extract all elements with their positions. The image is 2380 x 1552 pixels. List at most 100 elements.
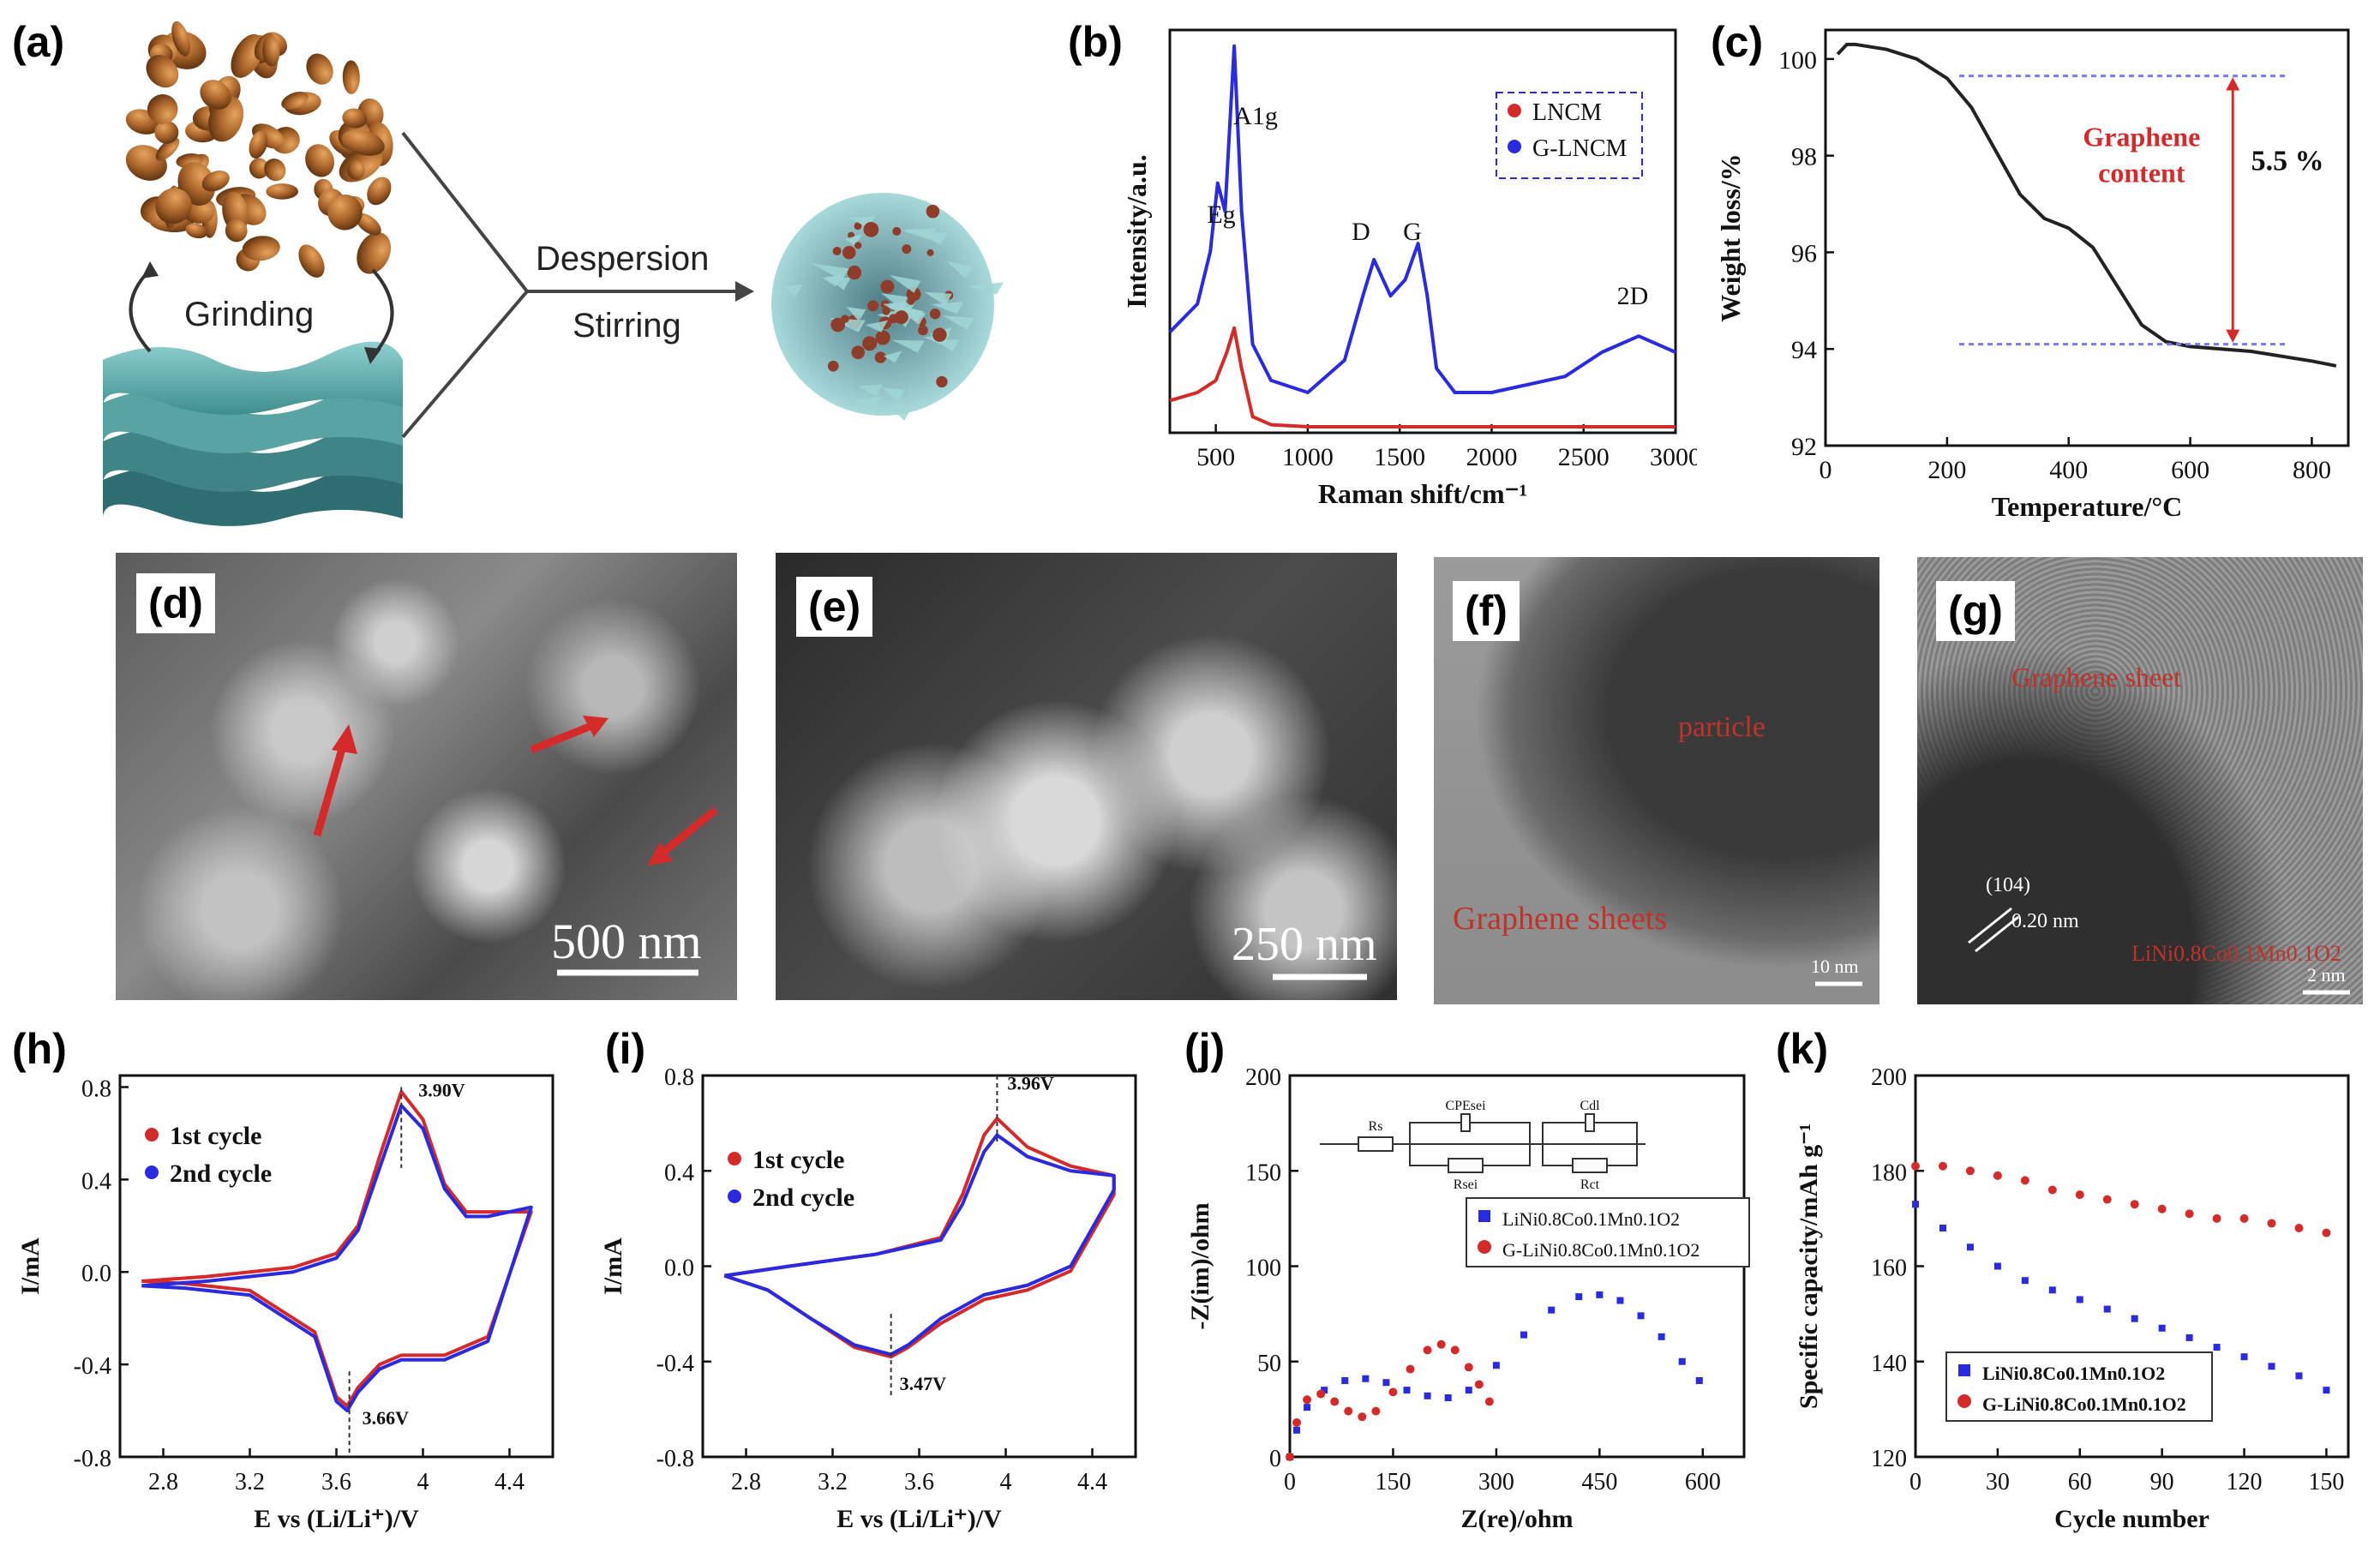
data-point: [1406, 1364, 1415, 1374]
x-tick-label: 1500: [1374, 443, 1425, 471]
eis-chart: 0 150 300 450 600 0 50 100 150 200 Z(re)/ohm -Z(im)…: [1186, 1064, 1750, 1533]
panel-label-i: (i): [605, 1025, 646, 1073]
y-tick-label: 0.8: [664, 1064, 694, 1091]
x-axis-label: Temperature/°C: [1992, 491, 2183, 522]
x-tick-label: 0: [1909, 1469, 1921, 1495]
data-point: [2323, 1387, 2330, 1394]
arrow-head-top: [2226, 77, 2240, 91]
x-axis-label: Raman shift/cm⁻¹: [1318, 478, 1527, 509]
ball-particle: [907, 297, 915, 305]
scale-bar-label-d: 500 nm: [551, 914, 702, 969]
label-dspacing-g: 0.20 nm: [2011, 910, 2079, 932]
legend-marker: [1478, 1240, 1491, 1254]
graphene-stack: [103, 341, 403, 526]
data-point: [1993, 1262, 2001, 1270]
ball-particle: [832, 246, 842, 255]
ball-particle: [918, 325, 928, 336]
ball-particle: [926, 249, 934, 256]
data-point: [1371, 1406, 1381, 1416]
x-tick-label: 120: [2227, 1469, 2263, 1495]
data-point: [2021, 1277, 2029, 1285]
panel-label-e: (e): [796, 577, 873, 637]
y-tick-label: 92: [1791, 433, 1817, 461]
y-tick-label: 150: [1245, 1160, 1281, 1186]
y-tick-label: -0.4: [74, 1353, 111, 1380]
grain-particle: [356, 213, 381, 236]
ball-particle: [830, 317, 846, 333]
y-axis-label: I/mA: [600, 1237, 627, 1295]
label-graphene-g: Graphene sheet: [2011, 662, 2182, 692]
ball-particle: [932, 327, 947, 342]
grain-particle: [305, 144, 335, 177]
grinding-label: Grinding: [184, 296, 315, 333]
ball-sheet: [892, 339, 925, 353]
panel-label-g: (g): [1936, 581, 2015, 641]
sem-image-e: (e) 250 nm: [776, 553, 1397, 1000]
panel-k: (k) 0 30 60 90 120 150 120 140 160 180 200 Cycle nu…: [1774, 1016, 2380, 1552]
legend-label: G-LiNi0.8Co0.1Mn0.1O2: [1982, 1393, 2186, 1415]
y-axis-label: Specific capacity/mAh g⁻¹: [1795, 1124, 1823, 1409]
composite-ball: [771, 193, 1004, 421]
grain-particle: [201, 170, 230, 192]
data-point: [2267, 1219, 2276, 1228]
data-point: [1938, 1161, 1947, 1171]
label-plane-g: (104): [1986, 874, 2030, 896]
grain-particle: [342, 108, 368, 129]
x-tick-label: 3.6: [321, 1469, 351, 1495]
data-point: [2102, 1195, 2112, 1204]
legend-box: [1496, 92, 1643, 179]
data-point: [1993, 1171, 2002, 1180]
data-point: [1388, 1387, 1398, 1397]
y-tick-label: 200: [1871, 1064, 1907, 1091]
x-tick-label: 2500: [1558, 443, 1610, 471]
ball-sheet: [882, 387, 905, 402]
y-tick-label: 0.4: [664, 1160, 694, 1186]
peak-label-red: 3.47V: [900, 1373, 947, 1394]
ball-particle: [863, 221, 879, 237]
y-tick-label: 100: [1245, 1255, 1281, 1282]
data-point: [1330, 1397, 1340, 1406]
y-axis-label: Intensity/a.u.: [1121, 154, 1152, 309]
legend-marker: [1958, 1364, 1970, 1376]
ball-sheet: [931, 302, 964, 315]
raman-chart: 500 1000 1500 2000 2500 3000 Raman shift/cm⁻¹ I…: [1121, 28, 1697, 509]
data-point: [2185, 1333, 2193, 1341]
legend-label: 2nd cycle: [170, 1160, 272, 1188]
data-point: [2131, 1315, 2138, 1322]
x-axis-label: E vs (Li/Li⁺)/V: [254, 1505, 419, 1533]
circuit-label-rct: Rct: [1580, 1177, 1600, 1192]
x-tick-label: 30: [1986, 1469, 2010, 1495]
peak-label-a1g: A1g: [1233, 102, 1278, 130]
panel-a: (a): [0, 0, 1011, 540]
legend-box: [1466, 1197, 1750, 1267]
red-arrows: [313, 716, 718, 976]
data-point: [1344, 1406, 1353, 1416]
x-tick-label: 400: [2049, 456, 2088, 484]
sem-image-d: (d) 500 nm: [116, 553, 737, 1000]
grain-particle: [298, 244, 325, 278]
data-point: [2212, 1213, 2221, 1223]
x-tick-label: 500: [1196, 443, 1235, 471]
legend-marker: [1957, 1394, 1971, 1408]
data-point: [1695, 1377, 1703, 1384]
series-line-0: [1836, 42, 2337, 368]
peak-label-ox: 3.90V: [418, 1079, 465, 1100]
tem-image-f: (f) particle Graphene sheets 10 nm: [1434, 557, 1879, 1004]
ball-particle: [854, 222, 862, 231]
grain-particle: [200, 80, 231, 110]
y-axis-label: I/mA: [16, 1237, 45, 1295]
scale-bar-f: [1815, 981, 1862, 986]
data-point: [1293, 1426, 1301, 1434]
legend-marker: [145, 1128, 159, 1142]
y-tick-label: -0.8: [74, 1446, 111, 1472]
data-point: [1965, 1166, 1975, 1176]
ball-sheet: [852, 396, 883, 409]
ball-particle: [880, 279, 895, 294]
annotation-content: content: [2098, 158, 2185, 189]
grain-particle: [327, 194, 363, 231]
data-point: [1912, 1201, 1919, 1208]
data-point: [2075, 1190, 2084, 1200]
peak-label-ox: 3.96V: [1007, 1073, 1054, 1094]
grain-particle: [264, 158, 286, 182]
legend-label: G-LiNi0.8Co0.1Mn0.1O2: [1502, 1239, 1700, 1261]
